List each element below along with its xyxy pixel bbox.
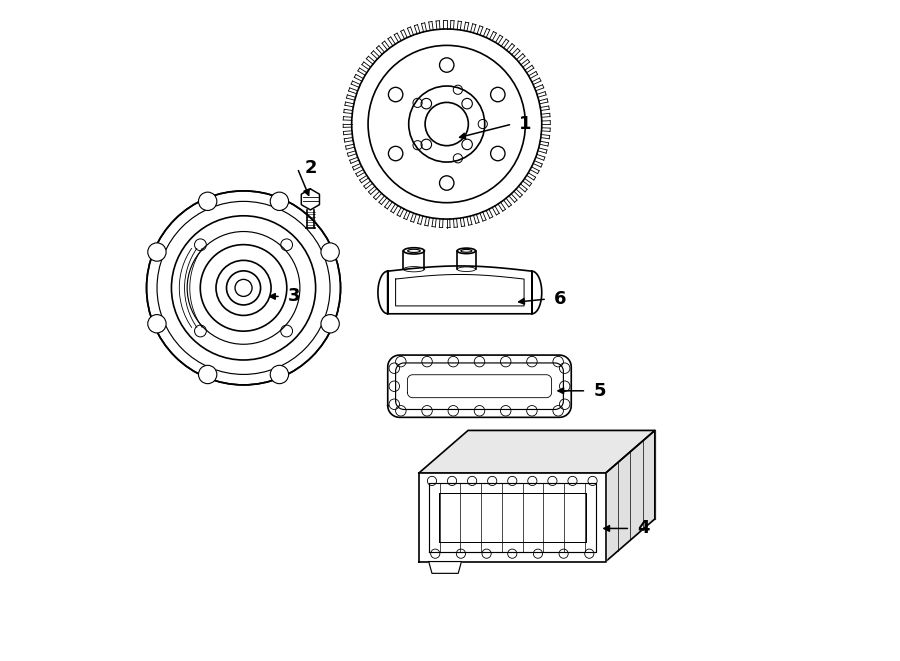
Circle shape bbox=[321, 243, 339, 261]
Polygon shape bbox=[468, 430, 655, 519]
Circle shape bbox=[147, 191, 340, 385]
Circle shape bbox=[199, 192, 217, 210]
Polygon shape bbox=[418, 473, 606, 562]
Text: 6: 6 bbox=[554, 290, 566, 308]
Polygon shape bbox=[418, 430, 655, 473]
Polygon shape bbox=[388, 355, 572, 417]
Text: 3: 3 bbox=[288, 288, 301, 305]
Circle shape bbox=[270, 366, 289, 383]
Circle shape bbox=[321, 315, 339, 333]
Polygon shape bbox=[606, 430, 655, 562]
Polygon shape bbox=[428, 562, 462, 573]
Circle shape bbox=[270, 192, 289, 210]
Text: 1: 1 bbox=[519, 115, 532, 133]
Text: 4: 4 bbox=[637, 520, 650, 537]
Circle shape bbox=[148, 315, 166, 333]
Polygon shape bbox=[302, 189, 319, 210]
Text: 2: 2 bbox=[304, 159, 317, 177]
Polygon shape bbox=[378, 266, 542, 314]
Circle shape bbox=[148, 243, 166, 261]
Text: 5: 5 bbox=[593, 382, 606, 400]
Circle shape bbox=[199, 366, 217, 383]
